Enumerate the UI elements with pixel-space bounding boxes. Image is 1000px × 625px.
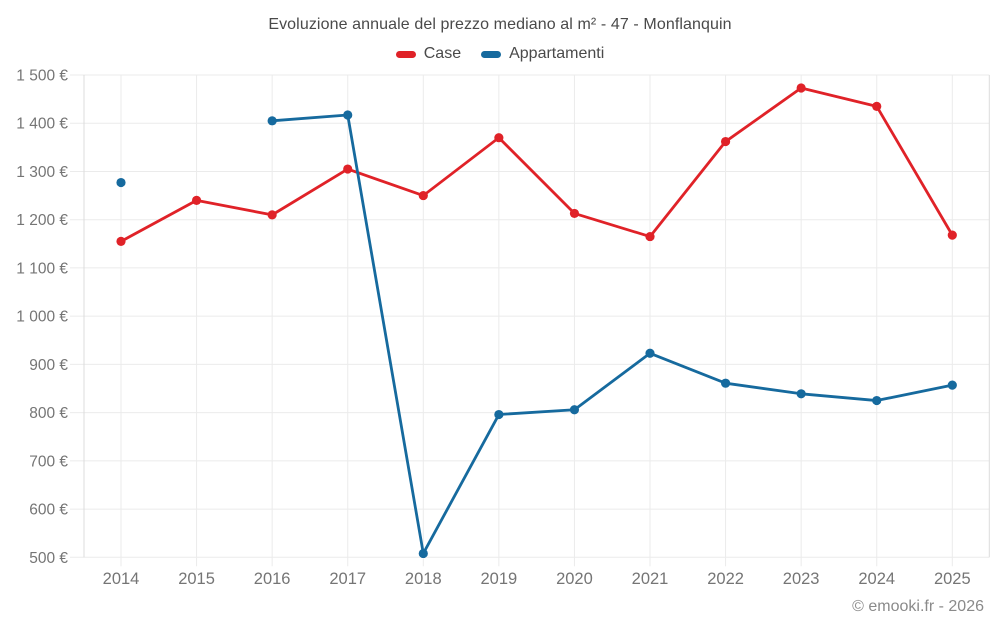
x-tick-label: 2023 xyxy=(783,570,820,588)
y-tick-label: 500 € xyxy=(29,550,68,567)
legend-item-appartamenti[interactable]: Appartamenti xyxy=(481,45,604,63)
data-point-case-2022[interactable] xyxy=(720,136,731,147)
data-point-appartamenti-2018[interactable] xyxy=(418,548,428,559)
x-tick-label: 2015 xyxy=(178,570,215,588)
data-point-case-2021[interactable] xyxy=(645,231,655,242)
data-point-case-2023[interactable] xyxy=(796,83,806,93)
series-line-appartamenti xyxy=(270,113,954,555)
x-tick-label: 2021 xyxy=(632,570,669,588)
appartamenti-series-swatch-icon xyxy=(481,50,502,58)
data-point-case-2020[interactable] xyxy=(569,208,580,219)
x-tick-label: 2019 xyxy=(481,570,518,588)
y-tick-label: 700 € xyxy=(29,453,68,470)
data-point-appartamenti-2019[interactable] xyxy=(494,409,504,420)
x-tick-label: 2016 xyxy=(254,570,291,588)
y-tick-label: 1 400 € xyxy=(16,116,68,133)
y-tick-label: 600 € xyxy=(29,502,68,519)
data-point-case-2017[interactable] xyxy=(343,164,353,174)
y-tick-label: 1 500 € xyxy=(16,68,68,85)
data-point-appartamenti-2025[interactable] xyxy=(947,380,957,390)
data-point-case-2019[interactable] xyxy=(494,133,504,143)
legend-label-appartamenti: Appartamenti xyxy=(509,45,605,62)
series-line-case xyxy=(119,86,954,243)
data-point-appartamenti-2016[interactable] xyxy=(267,116,277,126)
y-tick-label: 1 100 € xyxy=(16,260,68,277)
y-tick-label: 1 300 € xyxy=(16,164,68,181)
data-point-case-2025[interactable] xyxy=(947,230,957,240)
x-tick-label: 2025 xyxy=(934,570,971,588)
data-point-appartamenti-2017[interactable] xyxy=(343,110,353,120)
case-series-swatch-icon xyxy=(395,50,416,58)
y-tick-label: 800 € xyxy=(29,405,68,422)
data-point-case-2014[interactable] xyxy=(116,236,126,246)
data-point-case-2018[interactable] xyxy=(418,190,428,201)
data-point-case-2016[interactable] xyxy=(267,210,277,220)
legend-item-case[interactable]: Case xyxy=(395,45,462,63)
data-point-appartamenti-2014[interactable] xyxy=(116,177,126,188)
data-point-appartamenti-2022[interactable] xyxy=(720,378,731,388)
data-point-case-2015[interactable] xyxy=(191,195,202,205)
x-tick-label: 2018 xyxy=(405,570,442,588)
data-point-appartamenti-2023[interactable] xyxy=(796,389,806,399)
y-tick-label: 1 000 € xyxy=(16,309,68,326)
data-point-appartamenti-2021[interactable] xyxy=(645,348,655,358)
x-tick-label: 2017 xyxy=(329,570,366,588)
x-tick-label: 2014 xyxy=(103,570,140,588)
data-point-appartamenti-2024[interactable] xyxy=(872,395,882,406)
y-tick-label: 1 200 € xyxy=(16,212,68,229)
x-tick-label: 2024 xyxy=(858,570,895,588)
copyright-footer: © emooki.fr - 2026 xyxy=(852,598,984,615)
y-tick-label: 900 € xyxy=(29,357,68,374)
legend-label-case: Case xyxy=(423,45,462,62)
x-tick-label: 2022 xyxy=(707,570,744,588)
data-point-case-2024[interactable] xyxy=(872,101,882,111)
chart-title: Evoluzione annuale del prezzo mediano al… xyxy=(268,16,732,33)
chart-legend: Case Appartamenti xyxy=(0,45,1000,63)
data-point-appartamenti-2020[interactable] xyxy=(569,405,580,415)
x-tick-label: 2020 xyxy=(556,570,593,588)
